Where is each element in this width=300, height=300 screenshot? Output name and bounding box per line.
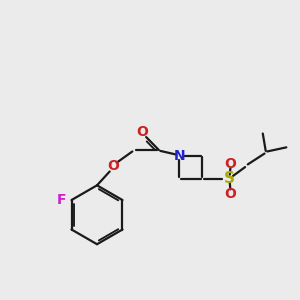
Text: F: F (57, 193, 66, 207)
Text: O: O (224, 187, 236, 201)
Text: O: O (137, 125, 148, 139)
Text: O: O (224, 157, 236, 170)
Text: O: O (107, 159, 119, 173)
Text: N: N (174, 149, 185, 163)
Text: S: S (224, 171, 234, 186)
